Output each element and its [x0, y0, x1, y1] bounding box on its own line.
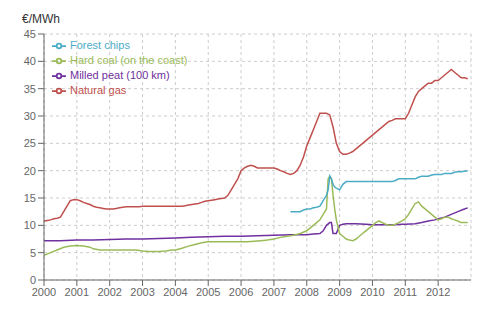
svg-text:2011: 2011	[393, 286, 417, 298]
svg-text:2007: 2007	[262, 286, 286, 298]
svg-text:2012: 2012	[426, 286, 450, 298]
svg-text:15: 15	[24, 192, 36, 204]
html-text:€/MWh: €/MWh	[22, 12, 60, 26]
html-text:Hard coal (on the coast): Hard coal (on the coast)	[70, 54, 188, 67]
svg-text:2008: 2008	[295, 286, 319, 298]
svg-text:2009: 2009	[327, 286, 351, 298]
svg-text:40: 40	[24, 55, 36, 67]
svg-text:35: 35	[24, 83, 36, 95]
svg-text:10: 10	[24, 219, 36, 231]
html-text:Forest chips: Forest chips	[70, 39, 130, 51]
svg-text:2004: 2004	[163, 286, 187, 298]
svg-text:2002: 2002	[97, 286, 121, 298]
svg-text:2006: 2006	[229, 286, 253, 298]
svg-text:45: 45	[24, 28, 36, 40]
svg-text:5: 5	[30, 247, 36, 259]
svg-text:30: 30	[24, 110, 36, 122]
svg-text:20: 20	[24, 165, 36, 177]
svg-text:25: 25	[24, 137, 36, 149]
svg-text:2005: 2005	[196, 286, 220, 298]
svg-text:2000: 2000	[32, 286, 56, 298]
html-text:Natural gas: Natural gas	[70, 84, 127, 97]
html-text:Milled peat (100 km): Milled peat (100 km)	[70, 69, 170, 82]
svg-text:2010: 2010	[360, 286, 384, 298]
svg-text:0: 0	[30, 274, 36, 286]
svg-text:2001: 2001	[65, 286, 89, 298]
svg-text:2003: 2003	[130, 286, 154, 298]
